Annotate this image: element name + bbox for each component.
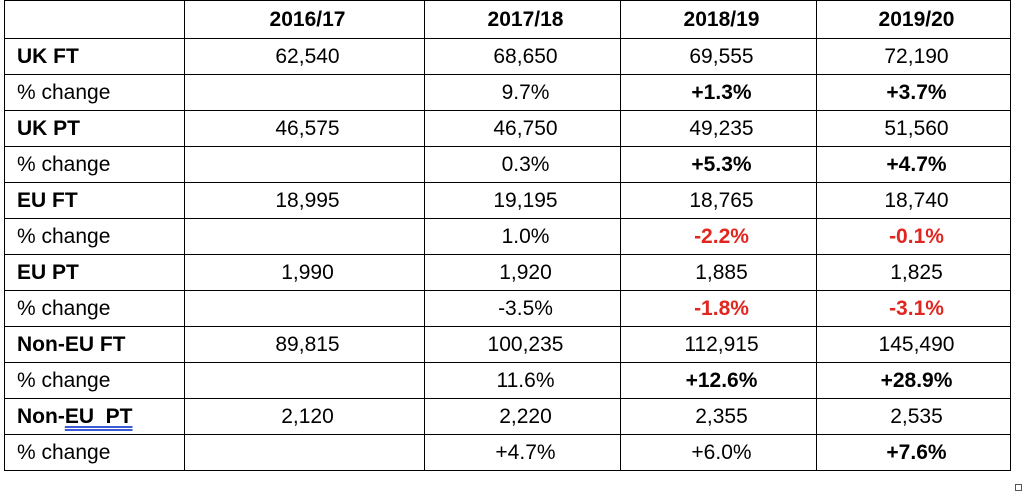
row-label: Non-EU FT (4, 326, 185, 363)
table-cell: 46,750 (424, 110, 621, 147)
table-cell: 18,765 (620, 182, 817, 219)
spellcheck-flagged-text[interactable]: EU PT (64, 405, 133, 428)
header-cell-corner (4, 0, 185, 39)
table-cell: 69,555 (620, 38, 817, 75)
table-cell: 19,195 (424, 182, 621, 219)
header-cell-year: 2016/17 (184, 0, 425, 39)
table-cell: 18,740 (816, 182, 1011, 219)
table-cell: 2,535 (816, 398, 1011, 435)
table-cell: -3.5% (424, 290, 621, 327)
data-table-container: 2016/17 2017/18 2018/19 2019/20 UK FT 62,… (4, 0, 1011, 471)
table-cell: 100,235 (424, 326, 621, 363)
table-cell: +4.7% (424, 434, 621, 471)
table-cell: 1,825 (816, 254, 1011, 291)
table-cell (184, 362, 425, 399)
table-body: UK FT 62,540 68,650 69,555 72,190% change 9.7… (4, 38, 1011, 471)
table-cell: 2,120 (184, 398, 425, 435)
row-label: % change (4, 362, 185, 399)
row-label: % change (4, 146, 185, 183)
table-cell: +3.7% (816, 74, 1011, 111)
table-cell: +6.0% (620, 434, 817, 471)
resize-handle[interactable] (1015, 484, 1022, 491)
table-cell: 68,650 (424, 38, 621, 75)
row-label-part: Non- (17, 405, 65, 428)
header-cell-year: 2019/20 (816, 0, 1011, 39)
table-cell: 1.0% (424, 218, 621, 255)
table-cell: -3.1% (816, 290, 1011, 327)
row-label: % change (4, 74, 185, 111)
row-label: UK PT (4, 110, 185, 147)
table-cell: 89,815 (184, 326, 425, 363)
table-cell: 46,575 (184, 110, 425, 147)
table-cell: 11.6% (424, 362, 621, 399)
table-cell: 1,885 (620, 254, 817, 291)
table-row-percent-change: % change 0.3% +5.3% +4.7% (4, 146, 1011, 183)
table-cell: +7.6% (816, 434, 1011, 471)
table-cell: +1.3% (620, 74, 817, 111)
table-cell: -1.8% (620, 290, 817, 327)
table-cell: +4.7% (816, 146, 1011, 183)
table-cell: 49,235 (620, 110, 817, 147)
table-row-percent-change: % change +4.7% +6.0% +7.6% (4, 434, 1011, 471)
table-cell (184, 290, 425, 327)
header-cell-year: 2018/19 (620, 0, 817, 39)
table-cell: +12.6% (620, 362, 817, 399)
table-row-values: UK PT 46,575 46,750 49,235 51,560 (4, 110, 1011, 147)
table-cell: +28.9% (816, 362, 1011, 399)
table-cell: 112,915 (620, 326, 817, 363)
table-cell: 1,920 (424, 254, 621, 291)
row-label: EU PT (4, 254, 185, 291)
table-cell: 1,990 (184, 254, 425, 291)
enrolment-table: 2016/17 2017/18 2018/19 2019/20 UK FT 62,… (4, 0, 1011, 471)
table-row-values: EU PT 1,990 1,920 1,885 1,825 (4, 254, 1011, 291)
row-label: Non-EU PT (4, 398, 185, 435)
row-label: % change (4, 434, 185, 471)
table-row-percent-change: % change 1.0% -2.2% -0.1% (4, 218, 1011, 255)
table-row-values: Non-EU PT 2,120 2,220 2,355 2,535 (4, 398, 1011, 435)
table-row-percent-change: % change -3.5% -1.8% -3.1% (4, 290, 1011, 327)
table-cell: 18,995 (184, 182, 425, 219)
table-cell: 62,540 (184, 38, 425, 75)
table-row-percent-change: % change 11.6% +12.6% +28.9% (4, 362, 1011, 399)
table-cell (184, 74, 425, 111)
table-cell: -2.2% (620, 218, 817, 255)
table-row-values: Non-EU FT 89,815 100,235 112,915 145,490 (4, 326, 1011, 363)
table-cell: 2,220 (424, 398, 621, 435)
table-cell: -0.1% (816, 218, 1011, 255)
table-cell: +5.3% (620, 146, 817, 183)
table-cell: 2,355 (620, 398, 817, 435)
table-cell (184, 434, 425, 471)
table-cell: 51,560 (816, 110, 1011, 147)
row-label: UK FT (4, 38, 185, 75)
row-label: % change (4, 218, 185, 255)
table-cell: 9.7% (424, 74, 621, 111)
table-cell (184, 218, 425, 255)
table-cell: 72,190 (816, 38, 1011, 75)
row-label: EU FT (4, 182, 185, 219)
table-row-percent-change: % change 9.7% +1.3% +3.7% (4, 74, 1011, 111)
source-footnote-clipped (4, 482, 1004, 493)
row-label: % change (4, 290, 185, 327)
table-cell (184, 146, 425, 183)
table-row-values: EU FT 18,995 19,195 18,765 18,740 (4, 182, 1011, 219)
header-cell-year: 2017/18 (424, 0, 621, 39)
table-cell: 0.3% (424, 146, 621, 183)
table-cell: 145,490 (816, 326, 1011, 363)
table-row-values: UK FT 62,540 68,650 69,555 72,190 (4, 38, 1011, 75)
header-row: 2016/17 2017/18 2018/19 2019/20 (4, 0, 1011, 39)
